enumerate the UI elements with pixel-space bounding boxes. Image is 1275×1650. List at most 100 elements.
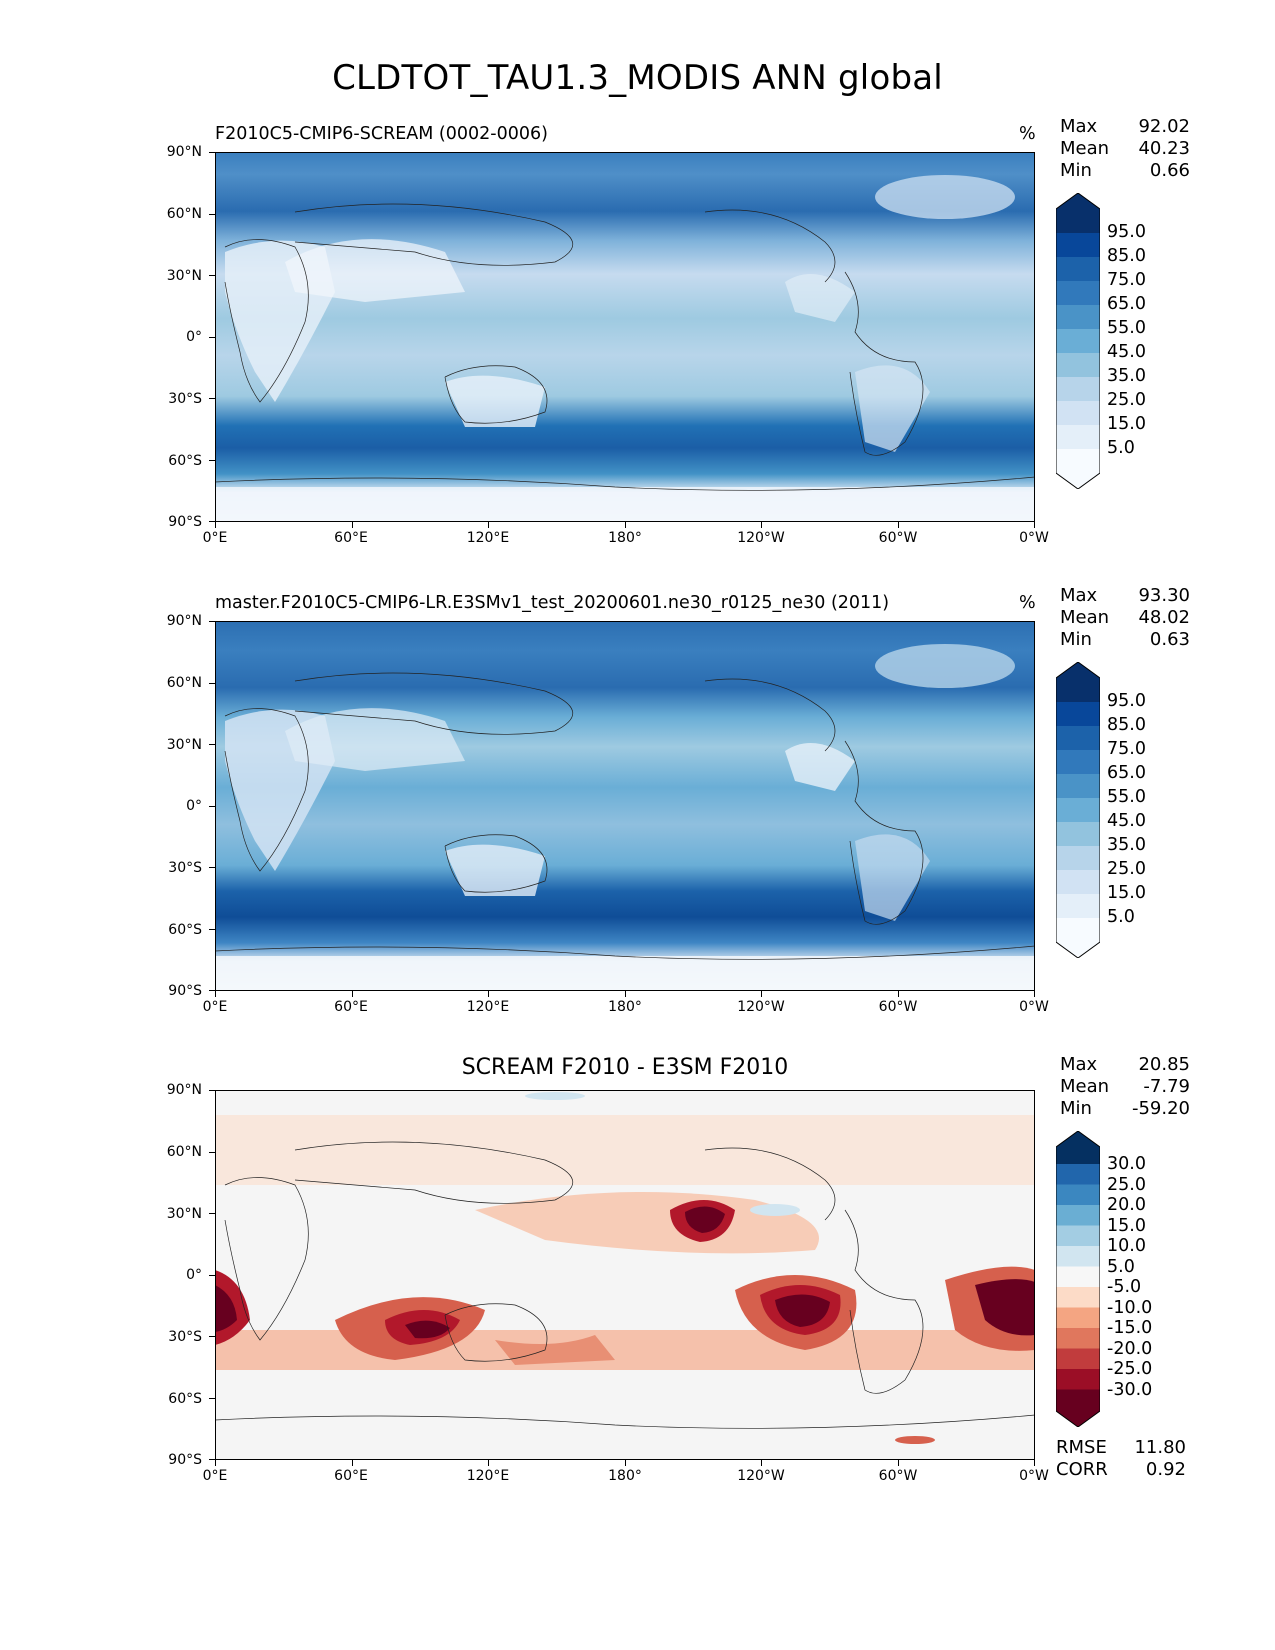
stat-label: Max	[1060, 1054, 1098, 1075]
panel-3-xtick: 0°W	[1019, 1468, 1049, 1484]
panel-2-ytick: 30°N	[166, 737, 202, 753]
stat-value: 0.66	[1149, 160, 1190, 181]
stat-label: Mean	[1060, 607, 1110, 628]
panel-3-ytick: 60°N	[166, 1144, 202, 1160]
xtick-mark	[215, 522, 216, 528]
stat-label: Min	[1060, 1098, 1092, 1119]
panel-2-field	[215, 621, 1035, 991]
panel-3-xtick: 60°E	[334, 1468, 368, 1484]
panel-3-colorbar	[1056, 1131, 1100, 1427]
panel-1-field	[215, 152, 1035, 522]
panel-2-cbar-label: 65.0	[1107, 763, 1146, 783]
metric-label: RMSE	[1056, 1437, 1107, 1458]
metric-label: CORR	[1056, 1459, 1108, 1480]
metric-value: 0.92	[1145, 1459, 1186, 1480]
panel-2-xtick: 60°W	[878, 999, 918, 1015]
panel-1-cbar-label: 95.0	[1107, 222, 1146, 242]
panel-1-cbar-label: 65.0	[1107, 294, 1146, 314]
stat-value: 0.63	[1149, 629, 1190, 650]
panel-2-xtick: 180°	[608, 999, 642, 1015]
ytick-mark	[209, 990, 215, 991]
xtick-mark	[761, 1460, 762, 1466]
panel-2-ytick: 60°S	[168, 922, 202, 938]
ytick-mark	[209, 152, 215, 153]
stat-label: Max	[1060, 585, 1098, 606]
stat-value: 48.02	[1138, 607, 1190, 628]
panel-1-xtick: 0°W	[1019, 530, 1049, 546]
panel-2-map-border	[215, 621, 1035, 991]
xtick-mark	[1034, 991, 1035, 997]
panel-1-xtick: 180°	[608, 530, 642, 546]
ytick-mark	[209, 1213, 215, 1214]
panel-1-map	[215, 152, 1035, 522]
ytick-mark	[209, 1151, 215, 1153]
panel-1-ytick: 30°S	[168, 391, 202, 407]
panel-2-xtick: 0°E	[202, 999, 228, 1015]
ytick-mark	[209, 1336, 215, 1337]
panel-1-ytick: 0°	[186, 329, 202, 345]
panel-3-xtick: 180°	[608, 1468, 642, 1484]
panel-3-ytick: 90°S	[168, 1452, 202, 1468]
panel-2-units: %	[1019, 593, 1036, 613]
xtick-mark	[351, 1460, 353, 1466]
panel-3-cbar-label: -5.0	[1107, 1277, 1142, 1297]
panel-2-ytick: 60°N	[166, 675, 202, 691]
panel-3-stats: Max 20.85 Mean -7.79 Min -59.20	[1060, 1054, 1190, 1120]
panel-2-xtick: 60°E	[334, 999, 368, 1015]
stat-value: 92.02	[1138, 116, 1190, 137]
panel-2-cbar-label: 15.0	[1107, 883, 1146, 903]
panel-3-metrics: RMSE 11.80 CORR 0.92	[1056, 1437, 1186, 1481]
stat-label: Min	[1060, 629, 1092, 650]
panel-3-ytick: 30°N	[166, 1206, 202, 1222]
stat-row-mean: Mean -7.79	[1060, 1076, 1190, 1098]
panel-1-ytick: 30°N	[166, 268, 202, 284]
panel-2-xtick: 120°W	[737, 999, 785, 1015]
panel-1-cbar-label: 85.0	[1107, 246, 1146, 266]
xtick-mark	[1034, 1460, 1035, 1466]
panel-1-stats: Max 92.02 Mean 40.23 Min 0.66	[1060, 116, 1190, 182]
panel-2-cbar-label: 45.0	[1107, 811, 1146, 831]
ytick-mark	[209, 521, 215, 522]
panel-2-cbar-label: 25.0	[1107, 859, 1146, 879]
panel-3-cbar-label: 5.0	[1107, 1257, 1135, 1277]
panel-2-cbar-label: 95.0	[1107, 691, 1146, 711]
stat-value: -7.79	[1143, 1076, 1190, 1097]
stat-row-max: Max 93.30	[1060, 585, 1190, 607]
metric-row-rmse: RMSE 11.80	[1056, 1437, 1186, 1459]
ytick-mark	[209, 1090, 215, 1091]
panel-1-ytick: 60°S	[168, 453, 202, 469]
xtick-mark	[624, 1460, 626, 1466]
panel-3-ytick: 60°S	[168, 1391, 202, 1407]
xtick-mark	[897, 522, 899, 528]
panel-3-ytick: 30°S	[168, 1329, 202, 1345]
panel-1-ytick: 60°N	[166, 206, 202, 222]
panel-1-xtick: 60°E	[334, 530, 368, 546]
panel-3-cbar-label: -15.0	[1107, 1318, 1153, 1338]
panel-2-ytick: 0°	[186, 798, 202, 814]
panel-3-cbar-label: -30.0	[1107, 1380, 1153, 1400]
ytick-mark	[209, 459, 215, 461]
ytick-mark	[209, 275, 215, 276]
panel-2-ytick: 30°S	[168, 860, 202, 876]
xtick-mark	[1034, 522, 1035, 528]
panel-3-cbar-label: 15.0	[1107, 1216, 1146, 1236]
panel-1-cbar-label: 35.0	[1107, 366, 1146, 386]
panel-2-title: master.F2010C5-CMIP6-LR.E3SMv1_test_2020…	[215, 593, 890, 613]
xtick-mark	[488, 1460, 489, 1466]
panel-3-xtick: 120°W	[737, 1468, 785, 1484]
xtick-mark	[351, 522, 353, 528]
panel-2-cbar-label: 35.0	[1107, 835, 1146, 855]
stat-row-mean: Mean 48.02	[1060, 607, 1190, 629]
ytick-mark	[209, 1459, 215, 1460]
stat-label: Mean	[1060, 138, 1110, 159]
panel-2-cbar-label: 5.0	[1107, 907, 1135, 927]
panel-1-xtick: 120°E	[466, 530, 510, 546]
ytick-mark	[209, 682, 215, 684]
xtick-mark	[624, 522, 626, 528]
xtick-mark	[624, 991, 626, 997]
xtick-mark	[351, 991, 353, 997]
panel-2-stats: Max 93.30 Mean 48.02 Min 0.63	[1060, 585, 1190, 651]
stat-row-mean: Mean 40.23	[1060, 138, 1190, 160]
stat-row-min: Min 0.66	[1060, 160, 1190, 182]
panel-3-field	[215, 1090, 1035, 1460]
